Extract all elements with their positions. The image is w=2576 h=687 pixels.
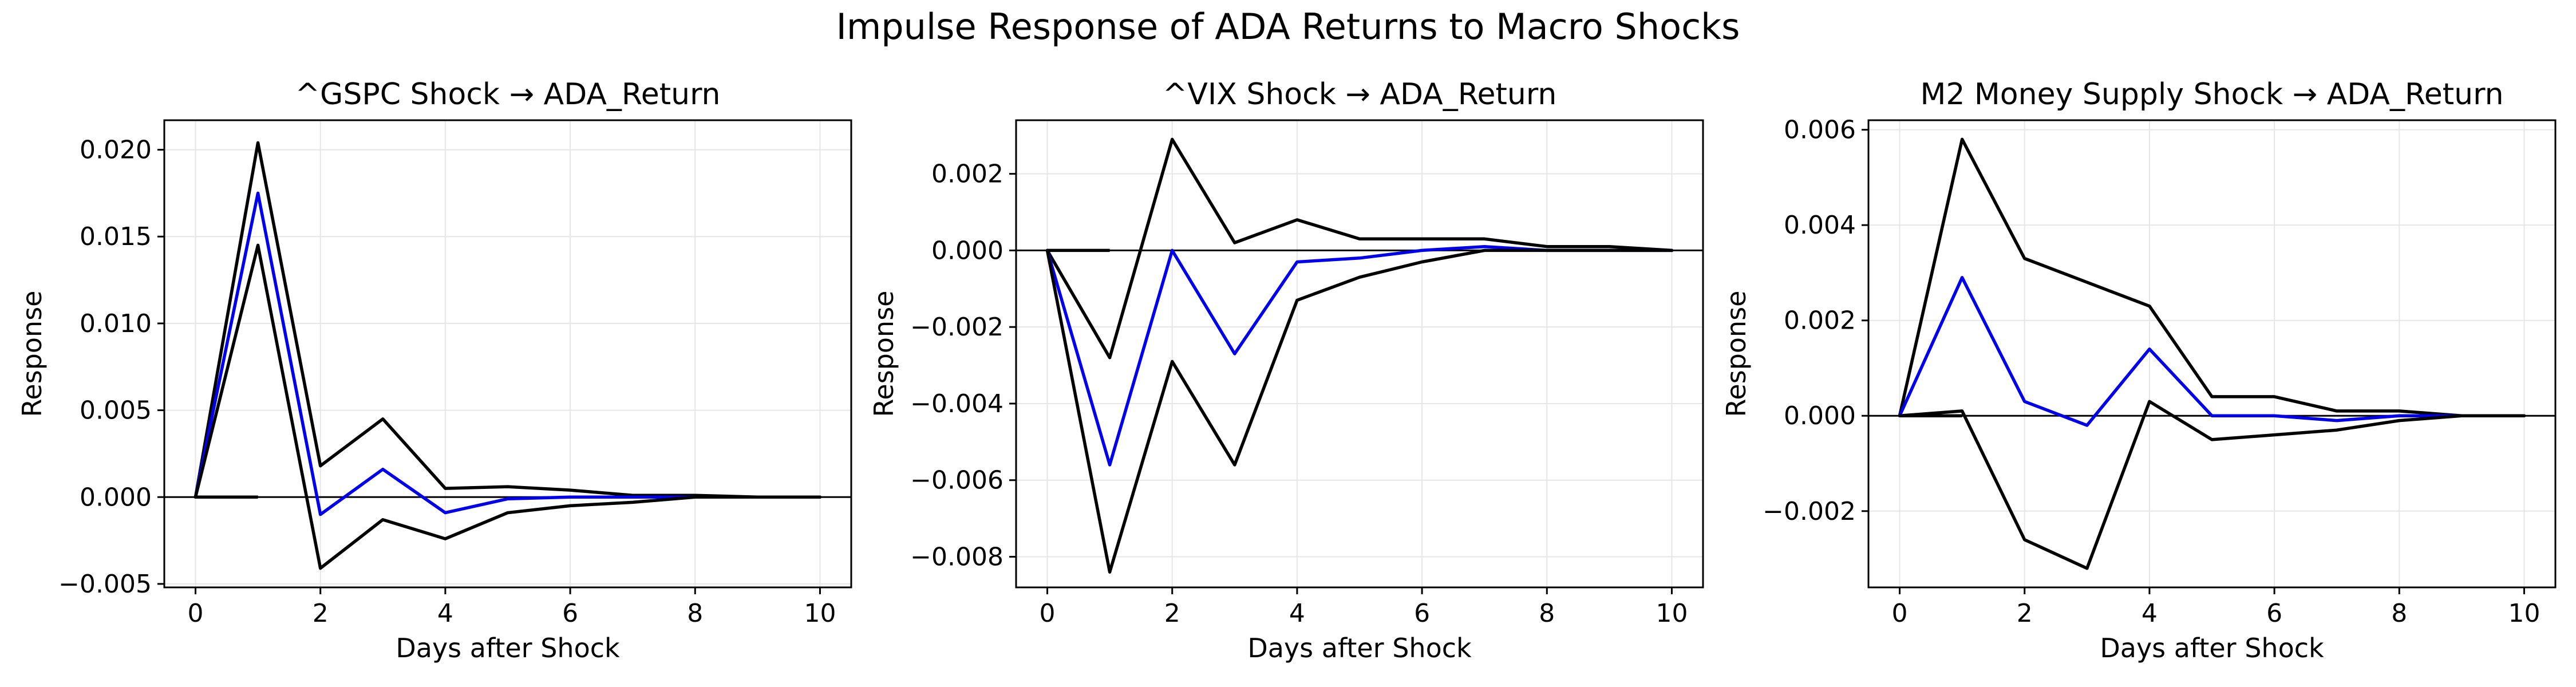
x-tick-label: 10 — [1656, 599, 1688, 628]
y-tick-label: −0.006 — [910, 466, 1003, 495]
x-axis-label: Days after Shock — [396, 633, 620, 664]
x-tick-label: 10 — [804, 599, 836, 628]
subplot-title: M2 Money Supply Shock → ADA_Return — [1920, 77, 2503, 112]
plot-frame — [163, 119, 852, 589]
series-line-upper — [193, 141, 822, 499]
x-axis-label: Days after Shock — [2100, 633, 2324, 664]
x-tick-label: 8 — [1539, 599, 1555, 628]
subplot-2: 0 2 4 6 8 10 −0.008 −0.006 −0.004 −0.002 0.000 0.00… — [868, 77, 1704, 664]
y-tick-label: 0.002 — [931, 160, 1003, 189]
series-line-lower — [193, 243, 822, 570]
series-line-upper — [1898, 137, 2526, 417]
x-tick-label: 8 — [687, 599, 703, 628]
x-tick-label: 2 — [2017, 599, 2033, 628]
x-tick-label: 0 — [188, 599, 204, 628]
x-tick-label: 0 — [1040, 599, 1056, 628]
x-tick-label: 4 — [2142, 599, 2158, 628]
series-line-estimate — [1045, 244, 1674, 467]
x-tick-label: 2 — [1164, 599, 1180, 628]
y-tick-label: 0.020 — [80, 136, 152, 165]
y-axis-label: Response — [868, 291, 899, 417]
y-tick-label: −0.004 — [910, 389, 1003, 418]
y-tick-label: 0.000 — [931, 236, 1003, 265]
series-line-estimate — [1898, 276, 2526, 427]
plot-frame — [1867, 119, 2557, 589]
y-tick-label: −0.008 — [910, 542, 1003, 571]
x-tick-label: 6 — [2266, 599, 2282, 628]
figure-title: Impulse Response of ADA Returns to Macro… — [836, 6, 1740, 48]
y-tick-label: −0.002 — [1763, 497, 1856, 526]
plot-frame — [1015, 119, 1704, 589]
series-line-estimate — [193, 191, 822, 516]
y-axis-label: Response — [17, 291, 48, 417]
y-tick-label: 0.000 — [1784, 401, 1856, 431]
subplot-title: ^GSPC Shock → ADA_Return — [295, 77, 720, 112]
series-line-lower — [1898, 400, 2526, 570]
series-line-lower — [1045, 248, 1674, 574]
y-axis-label: Response — [1721, 291, 1752, 417]
x-tick-label: 4 — [437, 599, 453, 628]
y-tick-label: 0.000 — [80, 483, 152, 512]
series-line-upper — [1045, 137, 1674, 360]
subplot-1: 0 2 4 6 8 10 −0.005 0.000 0.005 0.010 0.015 0.020 ^G… — [17, 77, 852, 664]
x-tick-label: 6 — [1414, 599, 1430, 628]
y-tick-label: 0.010 — [80, 309, 152, 338]
y-tick-label: −0.005 — [58, 570, 152, 599]
y-tick-label: −0.002 — [910, 313, 1003, 342]
x-tick-label: 6 — [562, 599, 578, 628]
x-tick-label: 10 — [2508, 599, 2540, 628]
subplot-title: ^VIX Shock → ADA_Return — [1163, 77, 1557, 112]
x-tick-label: 2 — [313, 599, 329, 628]
subplot-3: 0 2 4 6 8 10 −0.002 0.000 0.002 0.004 0.006 M2 Mone… — [1721, 77, 2557, 664]
x-tick-label: 4 — [1289, 599, 1305, 628]
subplots: 0 2 4 6 8 10 −0.005 0.000 0.005 0.010 0.015 0.020 ^G… — [17, 77, 2557, 664]
y-tick-label: 0.002 — [1784, 306, 1856, 335]
x-tick-label: 8 — [2391, 599, 2407, 628]
y-tick-label: 0.015 — [80, 222, 152, 251]
y-tick-label: 0.006 — [1784, 116, 1856, 145]
x-tick-label: 0 — [1892, 599, 1908, 628]
y-tick-label: 0.004 — [1784, 211, 1856, 240]
y-tick-label: 0.005 — [80, 396, 152, 425]
x-axis-label: Days after Shock — [1247, 633, 1472, 664]
